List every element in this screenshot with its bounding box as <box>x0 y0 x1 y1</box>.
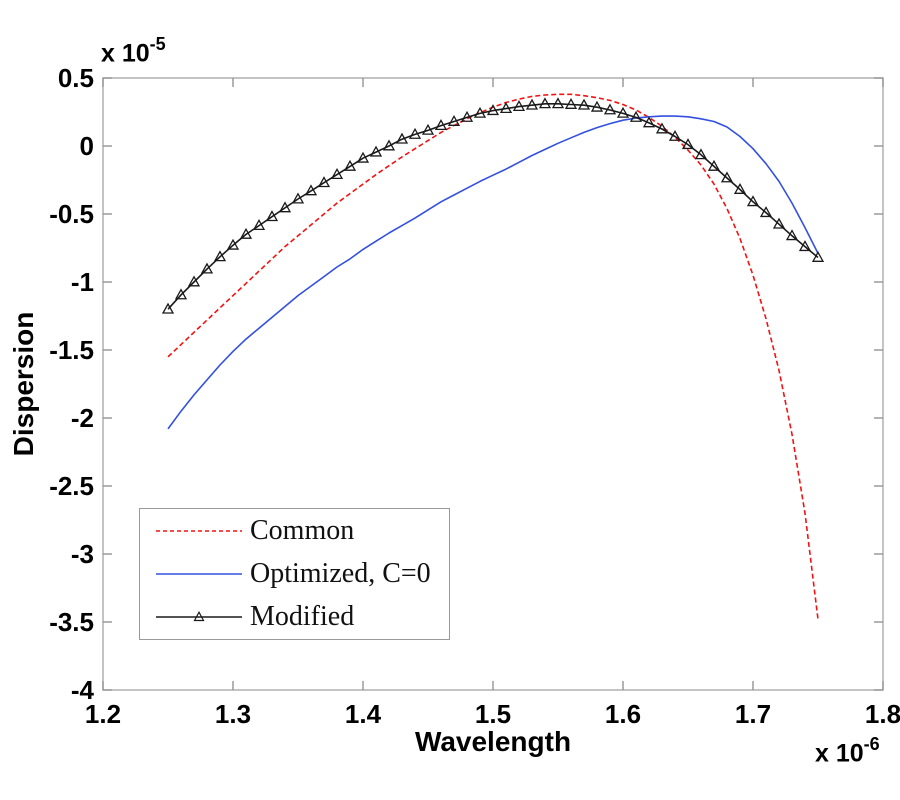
x-axis-exponent: x 10-6 <box>815 734 880 768</box>
triangle-marker <box>265 210 279 222</box>
legend-item-optimized: Optimized, C=0 <box>155 557 449 589</box>
triangle-marker <box>629 110 643 122</box>
x-tick-label: 1.6 <box>605 699 641 729</box>
x-tick-label: 1.3 <box>215 699 251 729</box>
triangle-marker <box>330 168 344 180</box>
triangle-marker <box>694 148 708 160</box>
legend-item-modified: Modified <box>155 603 449 631</box>
triangle-marker <box>356 151 370 163</box>
triangle-marker <box>421 123 435 135</box>
triangle-marker <box>746 195 760 207</box>
triangle-marker <box>720 171 734 183</box>
triangle-marker <box>291 192 305 204</box>
triangle-marker <box>772 217 786 229</box>
legend: Common Optimized, C=0 Modified <box>139 508 450 640</box>
triangle-marker <box>278 201 292 213</box>
series-line-optimized-c-0 <box>167 115 819 430</box>
legend-label-optimized: Optimized, C=0 <box>250 557 431 589</box>
x-axis-exponent-base: x 10 <box>815 739 864 768</box>
y-tick-label: -3.5 <box>49 607 94 637</box>
legend-line-sample-common <box>156 529 242 532</box>
legend-label-common: Common <box>250 514 355 546</box>
y-axis-exponent-base: x 10 <box>101 39 150 68</box>
y-tick-label: -3 <box>71 539 94 569</box>
legend-sample-marker <box>193 611 205 622</box>
triangle-marker <box>564 97 578 109</box>
series-line-modified <box>167 103 819 310</box>
x-tick-label: 1.2 <box>85 699 121 729</box>
triangle-marker <box>655 122 669 134</box>
legend-label-modified: Modified <box>250 601 355 633</box>
y-axis-exponent: x 10-5 <box>101 34 166 68</box>
x-tick-label: 1.8 <box>865 699 900 729</box>
triangle-marker <box>161 302 175 314</box>
triangle-marker <box>369 145 383 157</box>
y-tick-label: -4 <box>71 675 95 705</box>
triangle-marker <box>200 262 214 274</box>
y-tick-label: 0 <box>80 131 94 161</box>
triangle-marker <box>447 114 461 126</box>
series-line-common <box>167 93 819 620</box>
triangle-marker <box>174 288 188 300</box>
triangle-marker <box>525 98 539 110</box>
x-tick-label: 1.5 <box>475 699 511 729</box>
triangle-marker <box>681 138 695 150</box>
triangle-marker <box>551 97 565 109</box>
triangle-marker <box>512 100 526 112</box>
triangle-marker <box>226 238 240 250</box>
legend-line-sample-optimized <box>156 573 242 575</box>
triangle-marker <box>590 100 604 112</box>
triangle-marker <box>434 119 448 131</box>
triangle-marker <box>382 139 396 151</box>
triangle-marker <box>304 184 318 196</box>
legend-line-sample-modified <box>156 611 242 622</box>
triangle-marker <box>317 176 331 188</box>
triangle-marker <box>473 106 487 118</box>
y-tick-label: -1.5 <box>49 335 94 365</box>
triangle-marker <box>187 275 201 287</box>
triangle-marker <box>798 240 812 252</box>
triangle-marker <box>785 229 799 241</box>
triangle-marker <box>603 103 617 115</box>
y-tick-label: -2 <box>71 403 94 433</box>
x-axis-exponent-power: -6 <box>863 734 880 754</box>
triangle-marker <box>460 110 474 122</box>
triangle-marker <box>408 127 422 139</box>
y-tick-label: -0.5 <box>49 199 94 229</box>
triangle-marker <box>577 98 591 110</box>
triangle-marker <box>538 97 552 109</box>
triangle-marker <box>811 250 825 262</box>
triangle-marker <box>759 206 773 218</box>
triangle-marker <box>707 159 721 171</box>
triangle-marker <box>213 250 227 262</box>
x-tick-label: 1.4 <box>345 699 382 729</box>
triangle-marker <box>343 159 357 171</box>
triangle-marker <box>616 106 630 118</box>
triangle-marker <box>486 104 500 116</box>
x-axis-label: Wavelength <box>414 726 572 757</box>
triangle-marker <box>668 129 682 141</box>
legend-item-common: Common <box>155 514 449 546</box>
y-tick-label: -1 <box>71 267 94 297</box>
y-axis-exponent-power: -5 <box>149 34 166 54</box>
x-tick-label: 1.7 <box>735 699 771 729</box>
triangle-marker <box>642 116 656 128</box>
triangle-marker <box>239 227 253 239</box>
y-tick-label: -2.5 <box>49 471 94 501</box>
y-tick-label: 0.5 <box>58 63 94 93</box>
triangle-marker <box>252 219 266 231</box>
y-axis-label: Dispersion <box>8 311 39 457</box>
triangle-marker <box>499 102 513 114</box>
triangle-marker <box>733 182 747 194</box>
triangle-marker <box>395 132 409 144</box>
